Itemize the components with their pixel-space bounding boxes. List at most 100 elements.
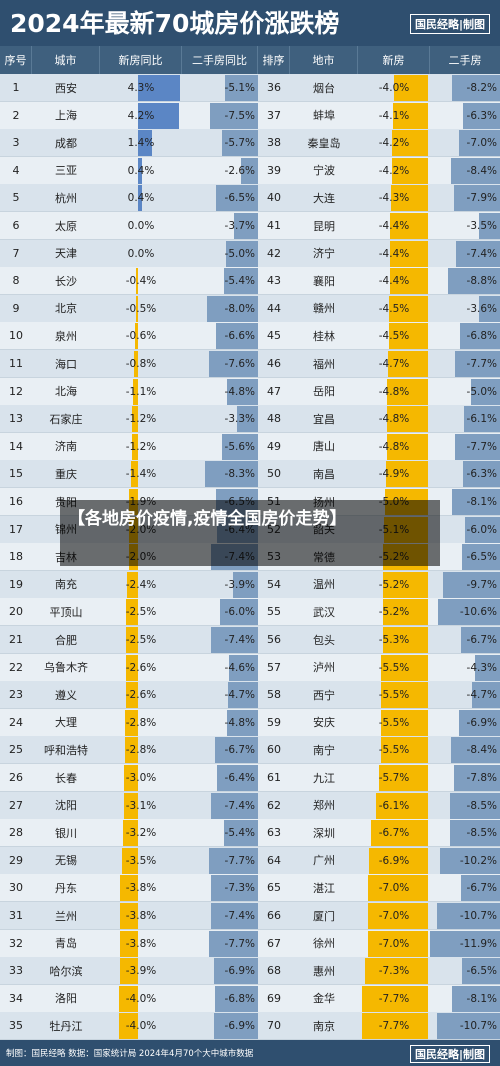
rank-cell: 1 — [0, 74, 32, 102]
new-bar-positive — [138, 185, 142, 212]
new-bar-negative — [126, 571, 138, 598]
second-bar — [440, 847, 500, 874]
second-bar — [454, 765, 500, 791]
second-value: -7.7% — [466, 440, 497, 453]
rank-cell: 12 — [0, 377, 32, 406]
rank-cell: 21 — [0, 626, 32, 654]
second-value: -3.7% — [224, 220, 255, 232]
new-bar-negative — [124, 709, 138, 736]
city-cell: 宁波 — [290, 156, 358, 185]
second-value: -6.7% — [466, 882, 497, 895]
new-value: -7.0% — [378, 910, 410, 922]
second-bar — [228, 654, 258, 681]
rank-cell: 7 — [0, 239, 32, 268]
second-bar — [479, 213, 500, 239]
second-value: -6.0% — [224, 606, 255, 619]
new-value: -5.5% — [378, 716, 410, 729]
second-bar — [450, 792, 500, 819]
second-bar — [460, 627, 500, 653]
second-value: -6.7% — [466, 634, 497, 646]
second-value: -8.1% — [466, 992, 497, 1005]
city-cell: 天津 — [32, 239, 100, 268]
rank-cell: 45 — [258, 322, 290, 351]
new-bg — [100, 764, 182, 792]
new-value: -4.2% — [378, 137, 410, 150]
new-bar-negative — [132, 378, 138, 405]
new-bar-negative — [380, 737, 428, 764]
new-value: 0.0% — [127, 220, 155, 232]
new-value: -4.0% — [378, 82, 410, 94]
city-cell: 太原 — [32, 212, 100, 240]
new-bar-positive — [138, 102, 180, 129]
second-value: -10.2% — [459, 854, 497, 867]
new-bar-negative — [135, 295, 138, 322]
city-cell: 岳阳 — [290, 377, 358, 406]
new-value: -4.4% — [378, 220, 410, 232]
new-bar-negative — [120, 930, 138, 957]
rank-cell: 34 — [0, 984, 32, 1013]
rank-cell: 6 — [0, 212, 32, 240]
second-value: -6.9% — [224, 1020, 255, 1033]
city-cell: 济宁 — [290, 239, 358, 268]
new-value: -3.0% — [125, 772, 157, 784]
new-bar-negative — [362, 985, 428, 1012]
new-bar-negative — [379, 765, 428, 791]
second-value: -8.2% — [466, 82, 497, 94]
rank-cell: 8 — [0, 267, 32, 296]
new-value: -5.3% — [378, 634, 410, 646]
new-value: -0.5% — [125, 302, 157, 315]
new-bar-negative — [389, 323, 428, 350]
city-cell: 安庆 — [290, 708, 358, 737]
city-cell: 温州 — [290, 570, 358, 599]
city-cell: 厦门 — [290, 902, 358, 930]
new-bar-negative — [120, 875, 138, 902]
second-bar — [459, 709, 500, 736]
second-value: -6.7% — [224, 744, 255, 757]
rank-cell: 55 — [258, 598, 290, 627]
city-cell: 烟台 — [290, 74, 358, 102]
second-value: -7.7% — [466, 358, 497, 370]
new-bg — [100, 681, 182, 710]
new-bar-negative — [380, 709, 428, 736]
rank-cell: 70 — [258, 1012, 290, 1041]
rank-cell: 60 — [258, 736, 290, 765]
new-bg — [100, 239, 182, 268]
second-bar — [222, 433, 258, 460]
rank-cell: 10 — [0, 322, 32, 351]
second-value: -7.8% — [466, 772, 497, 784]
second-value: -8.1% — [466, 496, 497, 508]
second-value: -6.8% — [224, 992, 255, 1005]
second-bar — [226, 240, 258, 267]
rank-cell: 20 — [0, 598, 32, 627]
new-bg — [100, 653, 182, 682]
second-value: -7.0% — [466, 137, 497, 150]
new-bar-positive — [138, 75, 180, 101]
second-bar — [211, 875, 258, 902]
second-bar — [451, 75, 500, 101]
second-value: -6.5% — [466, 965, 497, 978]
city-cell: 济南 — [32, 432, 100, 461]
new-bar-negative — [126, 599, 138, 626]
city-cell: 丹东 — [32, 874, 100, 903]
new-bar-negative — [390, 240, 428, 267]
new-bg — [100, 929, 182, 958]
rank-cell: 48 — [258, 405, 290, 434]
new-value: -1.4% — [125, 468, 157, 481]
new-bg — [100, 1012, 182, 1041]
new-bar-negative — [383, 599, 428, 626]
rank-cell: 35 — [0, 1012, 32, 1041]
second-value: -4.8% — [224, 716, 255, 729]
second-value: -3.6% — [466, 302, 497, 315]
rank-cell: 47 — [258, 377, 290, 406]
second-bar — [464, 516, 500, 543]
rank-cell: 13 — [0, 405, 32, 434]
column-header-new-yoy: 新房同比 — [100, 46, 182, 74]
rank-cell: 16 — [0, 488, 32, 516]
new-bar-positive — [138, 157, 142, 184]
second-bar — [437, 599, 500, 626]
title-overlay: 【各地房价疫情,疫情全国房价走势】 — [60, 500, 440, 566]
new-bg — [100, 294, 182, 323]
second-value: -6.0% — [466, 523, 497, 536]
new-bg — [100, 846, 182, 875]
second-bar — [454, 433, 500, 460]
